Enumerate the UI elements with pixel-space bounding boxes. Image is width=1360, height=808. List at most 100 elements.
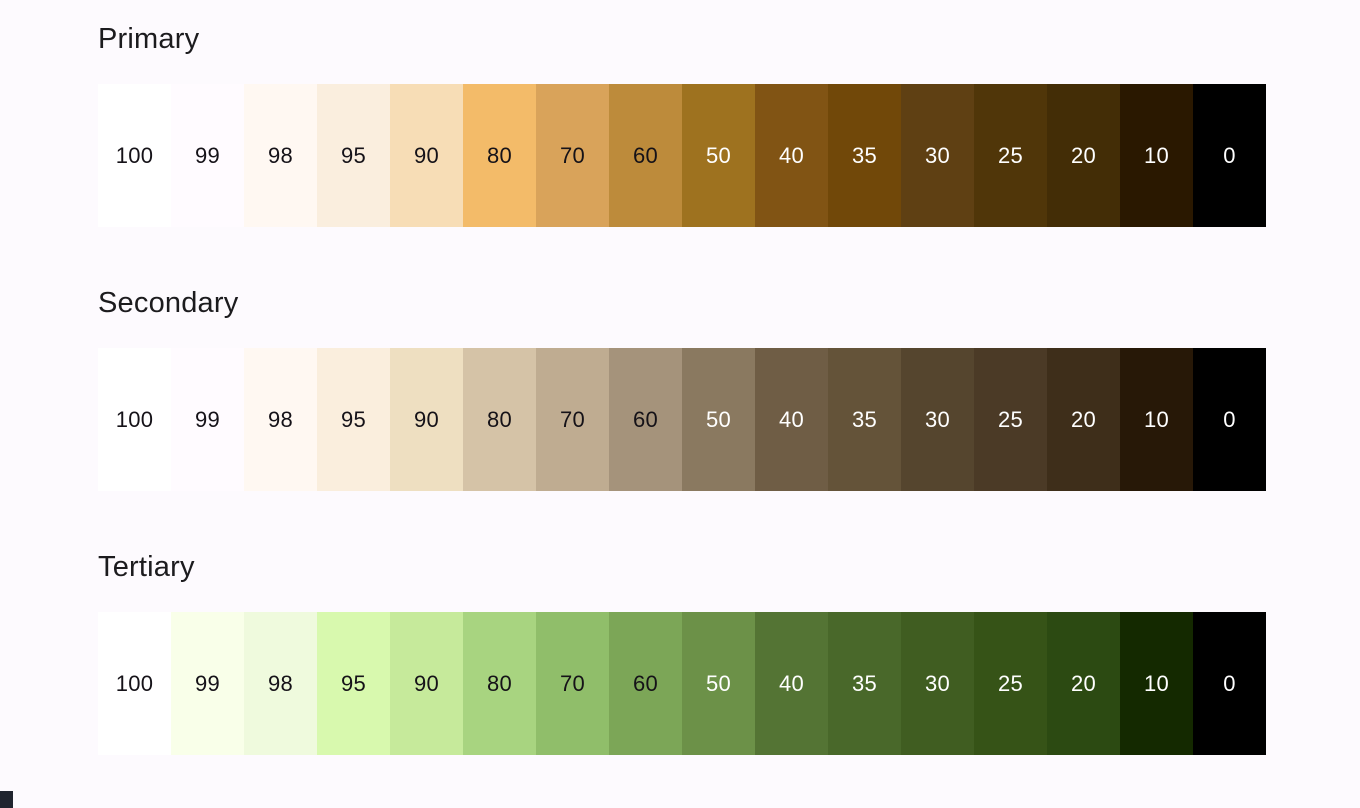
palette-row-tertiary: 100 99 98 95 90 80 70 60 50 40 35 30 25 20 10 0 — [98, 612, 1266, 755]
swatch-tertiary-95[interactable]: 95 — [317, 612, 390, 755]
swatch-secondary-95[interactable]: 95 — [317, 348, 390, 491]
swatch-tertiary-35[interactable]: 35 — [828, 612, 901, 755]
tone-label: 0 — [1223, 142, 1236, 168]
tone-label: 98 — [267, 406, 294, 432]
palette-section-primary: Primary 100 99 98 95 90 80 70 60 50 40 35 30 25 20 10 0 — [98, 22, 1266, 227]
tone-label: 40 — [778, 406, 805, 432]
swatch-tertiary-60[interactable]: 60 — [609, 612, 682, 755]
swatch-primary-25[interactable]: 25 — [974, 84, 1047, 227]
palette-title-secondary: Secondary — [98, 287, 239, 319]
swatch-tertiary-20[interactable]: 20 — [1047, 612, 1120, 755]
tone-label: 80 — [486, 142, 513, 168]
tone-label: 10 — [1143, 142, 1170, 168]
swatch-tertiary-40[interactable]: 40 — [755, 612, 828, 755]
swatch-primary-0[interactable]: 0 — [1193, 84, 1266, 227]
tone-label: 98 — [267, 142, 294, 168]
swatch-primary-60[interactable]: 60 — [609, 84, 682, 227]
tone-label: 35 — [851, 670, 878, 696]
tone-label: 0 — [1223, 670, 1236, 696]
swatch-secondary-90[interactable]: 90 — [390, 348, 463, 491]
swatch-primary-50[interactable]: 50 — [682, 84, 755, 227]
tone-label: 30 — [924, 670, 951, 696]
swatch-secondary-30[interactable]: 30 — [901, 348, 974, 491]
tone-label: 100 — [115, 670, 154, 696]
swatch-tertiary-100[interactable]: 100 — [98, 612, 171, 755]
tone-label: 80 — [486, 670, 513, 696]
tone-label: 10 — [1143, 406, 1170, 432]
tone-label: 70 — [559, 142, 586, 168]
swatch-primary-30[interactable]: 30 — [901, 84, 974, 227]
tone-label: 50 — [705, 142, 732, 168]
tone-label: 30 — [924, 406, 951, 432]
swatch-primary-40[interactable]: 40 — [755, 84, 828, 227]
swatch-secondary-60[interactable]: 60 — [609, 348, 682, 491]
palette-title-tertiary: Tertiary — [98, 551, 195, 583]
swatch-secondary-80[interactable]: 80 — [463, 348, 536, 491]
swatch-tertiary-80[interactable]: 80 — [463, 612, 536, 755]
swatch-secondary-99[interactable]: 99 — [171, 348, 244, 491]
swatch-secondary-50[interactable]: 50 — [682, 348, 755, 491]
swatch-secondary-98[interactable]: 98 — [244, 348, 317, 491]
tone-label: 35 — [851, 142, 878, 168]
swatch-primary-99[interactable]: 99 — [171, 84, 244, 227]
swatch-primary-70[interactable]: 70 — [536, 84, 609, 227]
swatch-secondary-40[interactable]: 40 — [755, 348, 828, 491]
palette-section-secondary: Secondary 100 99 98 95 90 80 70 60 50 40 35 30 25 20 10… — [98, 286, 1266, 491]
swatch-tertiary-99[interactable]: 99 — [171, 612, 244, 755]
tone-label: 20 — [1070, 670, 1097, 696]
tone-label: 70 — [559, 406, 586, 432]
swatch-primary-20[interactable]: 20 — [1047, 84, 1120, 227]
swatch-secondary-100[interactable]: 100 — [98, 348, 171, 491]
tone-label: 20 — [1070, 142, 1097, 168]
tone-label: 25 — [997, 142, 1024, 168]
swatch-tertiary-50[interactable]: 50 — [682, 612, 755, 755]
swatch-tertiary-98[interactable]: 98 — [244, 612, 317, 755]
swatch-secondary-20[interactable]: 20 — [1047, 348, 1120, 491]
swatch-tertiary-0[interactable]: 0 — [1193, 612, 1266, 755]
swatch-secondary-25[interactable]: 25 — [974, 348, 1047, 491]
tone-label: 60 — [632, 406, 659, 432]
palette-title-primary: Primary — [98, 23, 200, 55]
tone-label: 99 — [194, 670, 221, 696]
tone-label: 90 — [413, 406, 440, 432]
swatch-primary-98[interactable]: 98 — [244, 84, 317, 227]
tone-label: 98 — [267, 670, 294, 696]
swatch-primary-95[interactable]: 95 — [317, 84, 390, 227]
swatch-tertiary-25[interactable]: 25 — [974, 612, 1047, 755]
tone-label: 50 — [705, 406, 732, 432]
tone-label: 35 — [851, 406, 878, 432]
tone-label: 25 — [997, 406, 1024, 432]
tone-label: 100 — [115, 142, 154, 168]
palette-section-tertiary: Tertiary 100 99 98 95 90 80 70 60 50 40 35 30 25 20 10 0 — [98, 550, 1266, 755]
tone-label: 95 — [340, 142, 367, 168]
swatch-primary-35[interactable]: 35 — [828, 84, 901, 227]
tone-label: 40 — [778, 142, 805, 168]
swatch-secondary-35[interactable]: 35 — [828, 348, 901, 491]
tone-label: 50 — [705, 670, 732, 696]
swatch-tertiary-90[interactable]: 90 — [390, 612, 463, 755]
tone-label: 95 — [340, 670, 367, 696]
tone-label: 60 — [632, 142, 659, 168]
palette-row-secondary: 100 99 98 95 90 80 70 60 50 40 35 30 25 20 10 0 — [98, 348, 1266, 491]
tone-label: 90 — [413, 670, 440, 696]
tone-label: 100 — [115, 406, 154, 432]
swatch-secondary-10[interactable]: 10 — [1120, 348, 1193, 491]
tone-label: 99 — [194, 142, 221, 168]
swatch-tertiary-70[interactable]: 70 — [536, 612, 609, 755]
tone-label: 90 — [413, 142, 440, 168]
swatch-secondary-0[interactable]: 0 — [1193, 348, 1266, 491]
swatch-primary-100[interactable]: 100 — [98, 84, 171, 227]
swatch-secondary-70[interactable]: 70 — [536, 348, 609, 491]
palette-row-primary: 100 99 98 95 90 80 70 60 50 40 35 30 25 20 10 0 — [98, 84, 1266, 227]
swatch-primary-80[interactable]: 80 — [463, 84, 536, 227]
swatch-tertiary-30[interactable]: 30 — [901, 612, 974, 755]
tone-label: 30 — [924, 142, 951, 168]
tone-label: 25 — [997, 670, 1024, 696]
tone-label: 40 — [778, 670, 805, 696]
swatch-tertiary-10[interactable]: 10 — [1120, 612, 1193, 755]
tone-label: 80 — [486, 406, 513, 432]
swatch-primary-10[interactable]: 10 — [1120, 84, 1193, 227]
swatch-primary-90[interactable]: 90 — [390, 84, 463, 227]
tone-label: 0 — [1223, 406, 1236, 432]
